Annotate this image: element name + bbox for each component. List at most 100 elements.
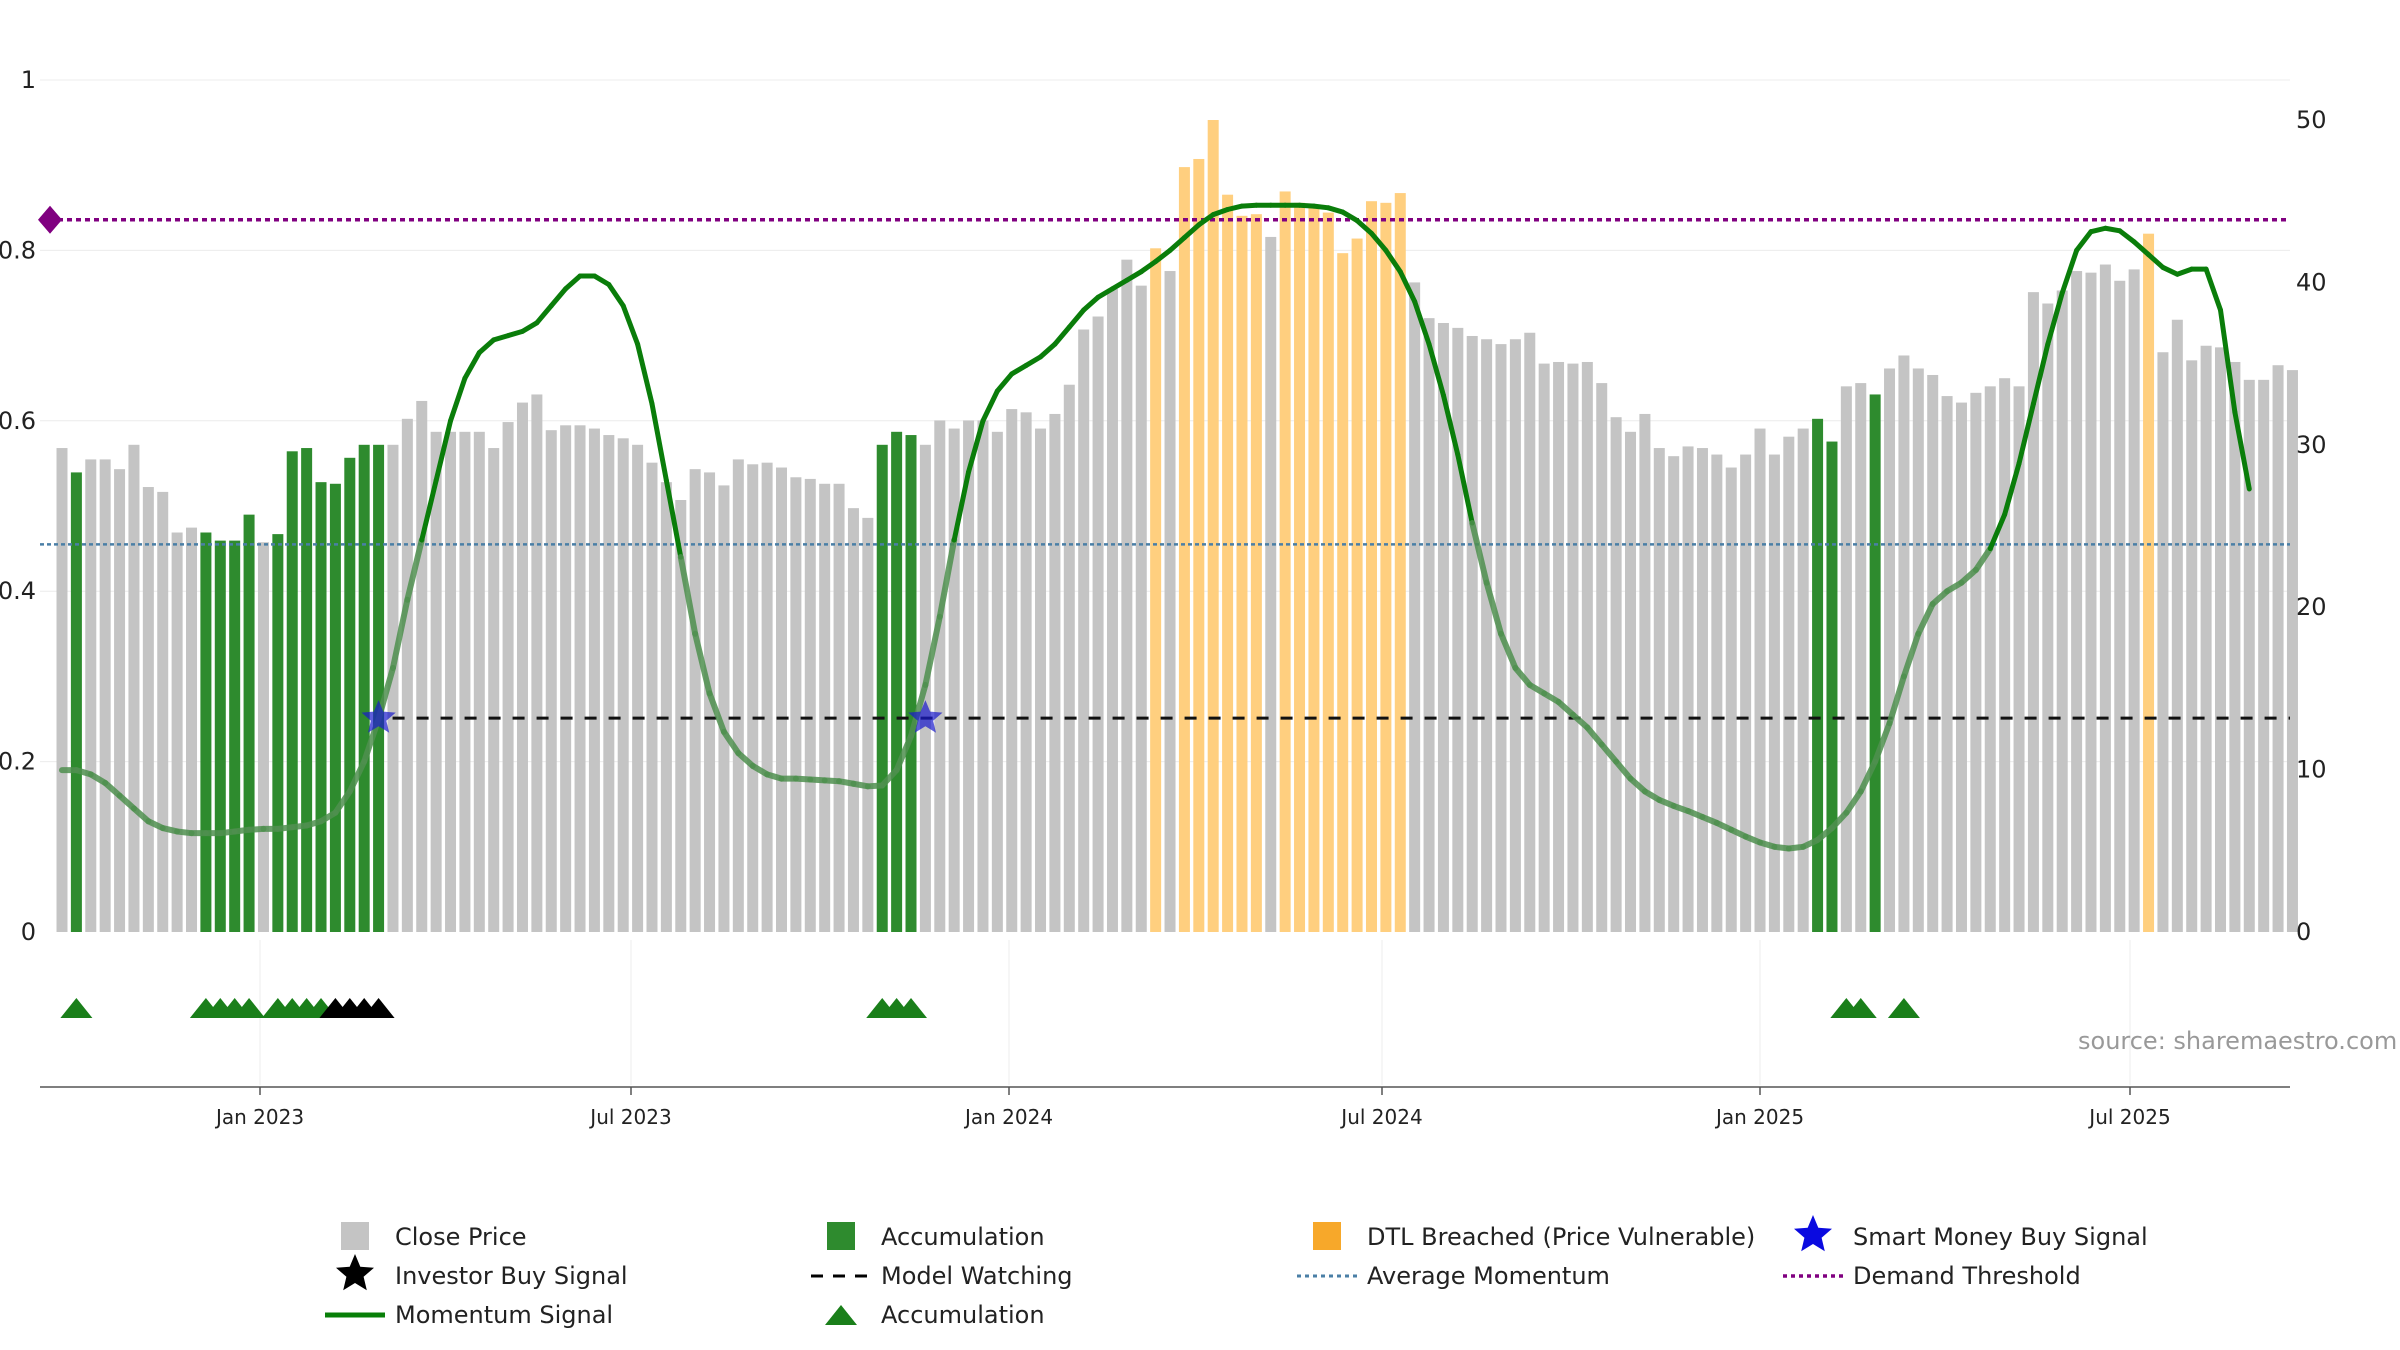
- close-price-bar: [1409, 282, 1421, 932]
- close-price-bar: [747, 464, 759, 932]
- dtl-breached-bar: [1294, 202, 1306, 933]
- close-price-bar: [157, 491, 169, 932]
- momentum-segment: [1052, 324, 1072, 347]
- momentum-segment: [663, 477, 684, 560]
- dtl-breached-bar: [1322, 212, 1334, 932]
- momentum-segment: [1383, 247, 1403, 275]
- close-price-bar: [1006, 409, 1018, 932]
- close-price-bar: [991, 431, 1003, 932]
- momentum-segment: [332, 788, 353, 816]
- momentum-segment: [677, 554, 699, 637]
- close-price-bar: [502, 422, 514, 932]
- close-price-bar: [833, 483, 845, 932]
- accumulation-triangle: [895, 998, 928, 1018]
- close-price-bar: [2085, 272, 2097, 932]
- close-price-bar: [1984, 386, 1996, 932]
- accumulation-bar: [373, 444, 385, 932]
- close-price-bar: [934, 420, 946, 932]
- momentum-segment: [1886, 673, 1907, 727]
- close-price-bar: [1696, 448, 1708, 932]
- close-price-bar: [1855, 383, 1867, 932]
- close-price-bar: [1092, 316, 1104, 932]
- right-tick-label: 30: [2296, 431, 2327, 459]
- close-price-bar: [1423, 318, 1435, 932]
- dtl-breached-bar: [1279, 191, 1291, 932]
- momentum-segment: [879, 767, 900, 789]
- momentum-segment: [2203, 266, 2223, 313]
- momentum-segment: [635, 341, 655, 407]
- momentum-segment: [1872, 720, 1893, 765]
- close-price-bar: [1538, 363, 1550, 933]
- momentum-segment: [1613, 758, 1634, 782]
- close-price-bar: [689, 469, 701, 932]
- momentum-segment: [102, 779, 123, 799]
- momentum-segment: [2232, 409, 2252, 492]
- close-price-bar: [1725, 467, 1737, 932]
- momentum-segment: [591, 273, 612, 287]
- close-price-bar: [186, 527, 198, 932]
- momentum-segment: [1627, 775, 1648, 795]
- legend-swatch: [827, 1222, 855, 1250]
- accumulation-bar: [315, 482, 327, 932]
- close-price-bar: [632, 444, 644, 932]
- investor-buy-triangle: [362, 998, 395, 1018]
- left-tick-label: 0.6: [0, 407, 36, 435]
- close-price-bar: [1754, 428, 1766, 932]
- accumulation-bar: [1812, 418, 1824, 932]
- momentum-segment: [980, 388, 1000, 424]
- dtl-breached-bar: [1250, 214, 1262, 932]
- close-price-bar: [2013, 386, 2025, 932]
- close-price-bar: [2258, 379, 2270, 933]
- momentum-segment: [1987, 512, 2008, 552]
- left-tick-label: 0.2: [0, 748, 36, 776]
- close-price-bar: [1581, 361, 1593, 932]
- close-price-bar: [948, 428, 960, 932]
- legend-item: DTL Breached (Price Vulnerable): [1313, 1222, 1755, 1251]
- close-price-bar: [977, 420, 989, 932]
- momentum-segment: [908, 681, 929, 740]
- close-price-bars: [56, 120, 2298, 933]
- momentum-segment: [1584, 724, 1605, 748]
- dtl-breached-bar: [1351, 238, 1363, 932]
- close-price-bar: [675, 500, 687, 932]
- momentum-segment: [922, 613, 943, 688]
- close-price-bar: [85, 459, 97, 932]
- close-price-bar: [1610, 417, 1622, 932]
- close-price-bar: [1639, 413, 1651, 933]
- momentum-segment: [2117, 228, 2137, 245]
- demand-threshold-marker: [38, 205, 62, 234]
- close-price-bar: [1970, 392, 1982, 932]
- legend-label: Demand Threshold: [1853, 1262, 2081, 1290]
- close-price-bar: [819, 483, 831, 932]
- momentum-segment: [1325, 205, 1346, 215]
- momentum-segment: [1095, 286, 1115, 300]
- close-price-bar: [804, 478, 816, 932]
- momentum-segment: [1368, 230, 1389, 253]
- momentum-segment: [1397, 269, 1418, 305]
- dtl-breached-bar: [1222, 194, 1234, 933]
- close-price-bar: [1840, 386, 1852, 932]
- momentum-segment: [1138, 258, 1159, 275]
- close-price-bar: [1625, 431, 1637, 932]
- close-price-bar: [445, 431, 457, 932]
- momentum-segment: [2160, 264, 2180, 277]
- legend-label: Close Price: [395, 1223, 527, 1251]
- dtl-breached-bar: [1394, 193, 1406, 932]
- close-price-bar: [2157, 352, 2169, 932]
- legend-swatch: [341, 1222, 369, 1250]
- source-label: source: sharemaestro.com: [2078, 1027, 2397, 1055]
- momentum-segment: [2131, 239, 2152, 258]
- accumulation-bar: [272, 534, 284, 932]
- left-tick-label: 1: [21, 66, 36, 94]
- momentum-segment: [404, 537, 425, 603]
- close-price-bar: [1941, 396, 1953, 933]
- momentum-segment: [1426, 341, 1446, 398]
- momentum-segment: [2218, 307, 2238, 415]
- dtl-breached-bar: [1380, 202, 1392, 933]
- legend-item: Accumulation: [825, 1301, 1045, 1329]
- momentum-segment: [346, 758, 368, 795]
- close-price-bar: [790, 477, 802, 932]
- close-price-bar: [2114, 280, 2126, 932]
- close-price-bar: [560, 425, 572, 932]
- left-tick-label: 0.8: [0, 236, 36, 264]
